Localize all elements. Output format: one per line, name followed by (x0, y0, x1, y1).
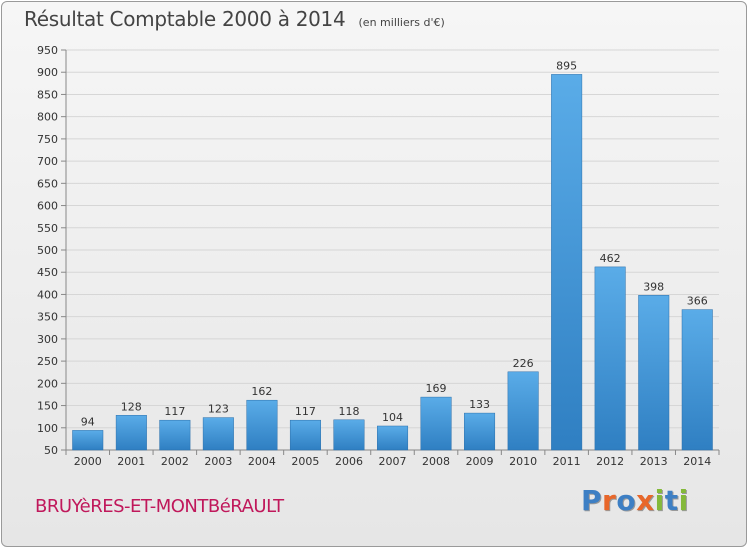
logo-letter: x (636, 484, 655, 517)
x-tick-label: 2002 (161, 455, 189, 468)
y-tick-label: 50 (44, 444, 58, 457)
x-tick-label: 2009 (466, 455, 494, 468)
y-tick-label: 450 (37, 266, 58, 279)
y-tick-label: 750 (37, 133, 58, 146)
bar-2007 (377, 425, 409, 451)
x-tick-label: 2000 (74, 455, 102, 468)
bar-2000 (72, 430, 104, 451)
y-tick-label: 200 (37, 377, 58, 390)
y-tick-label: 800 (37, 111, 58, 124)
proxiti-logo[interactable]: Proxiti (581, 487, 689, 515)
y-tick-label: 100 (37, 422, 58, 435)
x-axis-ticks: 2000 2001 2002 2003 2004 2005 2006 2007 2008 2009… (65, 450, 720, 468)
data-label-2004: 162 (251, 385, 272, 398)
data-label-2007: 104 (382, 411, 403, 424)
data-label-2003: 123 (208, 403, 229, 416)
bar-2006 (333, 419, 365, 451)
y-tick-label: 950 (37, 44, 58, 57)
bar-2003 (202, 417, 234, 451)
bar-2005 (289, 419, 321, 451)
y-tick-label: 550 (37, 222, 58, 235)
bar-2010 (507, 371, 539, 451)
data-label-2010: 226 (513, 357, 534, 370)
bars: 94 128 117 123 162 117 118 104 169 133 226 895 462 39… (72, 59, 713, 451)
x-tick-label: 2008 (422, 455, 450, 468)
bar-2012 (594, 266, 626, 451)
y-tick-label: 350 (37, 311, 58, 324)
y-tick-label: 600 (37, 200, 58, 213)
bar-2002 (159, 419, 191, 451)
data-label-2008: 169 (426, 382, 447, 395)
x-tick-label: 2014 (683, 455, 711, 468)
x-tick-label: 2004 (248, 455, 276, 468)
logo-letter: i (678, 484, 689, 517)
y-tick-label: 700 (37, 155, 58, 168)
x-tick-label: 2006 (335, 455, 363, 468)
x-tick-label: 2013 (640, 455, 668, 468)
y-tick-label: 900 (37, 66, 58, 79)
data-label-2001: 128 (121, 400, 142, 413)
x-tick-label: 2011 (553, 455, 581, 468)
x-tick-label: 2001 (117, 455, 145, 468)
bar-2001 (115, 415, 147, 451)
chart-header: Résultat Comptable 2000 à 2014 (en milli… (24, 7, 445, 31)
commune-name: BRUYèRES-ET-MONTBéRAULT (35, 496, 284, 517)
bar-2011 (551, 74, 583, 451)
data-label-2005: 117 (295, 405, 316, 418)
x-tick-label: 2010 (509, 455, 537, 468)
bar-2004 (246, 399, 278, 451)
y-tick-label: 400 (37, 288, 58, 301)
data-label-2009: 133 (469, 398, 490, 411)
logo-letter: i (654, 484, 665, 517)
logo-letter: r (602, 484, 617, 517)
x-tick-label: 2007 (379, 455, 407, 468)
y-tick-label: 250 (37, 355, 58, 368)
y-tick-label: 150 (37, 400, 58, 413)
data-label-2013: 398 (643, 280, 664, 293)
y-tick-label: 650 (37, 177, 58, 190)
logo-letter: t (664, 484, 679, 517)
x-tick-label: 2005 (291, 455, 319, 468)
data-label-2011: 895 (556, 59, 577, 72)
x-tick-label: 2012 (596, 455, 624, 468)
data-label-2014: 366 (687, 295, 708, 308)
logo-letter: o (616, 484, 637, 517)
bar-2009 (464, 412, 496, 451)
y-tick-label: 850 (37, 88, 58, 101)
bar-2013 (638, 295, 670, 451)
data-label-2000: 94 (81, 415, 95, 428)
chart-subtitle: (en milliers d'€) (358, 16, 445, 29)
bar-2008 (420, 396, 452, 451)
data-label-2012: 462 (600, 252, 621, 265)
y-tick-label: 300 (37, 333, 58, 346)
x-tick-label: 2003 (204, 455, 232, 468)
logo-letter: P (581, 484, 603, 517)
bar-2014 (681, 309, 713, 451)
data-label-2002: 117 (164, 405, 185, 418)
y-axis-ticks: 50 100 150 200 250 300 350 400 450 500 550 600 650 70… (37, 44, 66, 457)
data-label-2006: 118 (338, 405, 359, 418)
y-tick-label: 500 (37, 244, 58, 257)
chart-title: Résultat Comptable 2000 à 2014 (24, 7, 346, 31)
